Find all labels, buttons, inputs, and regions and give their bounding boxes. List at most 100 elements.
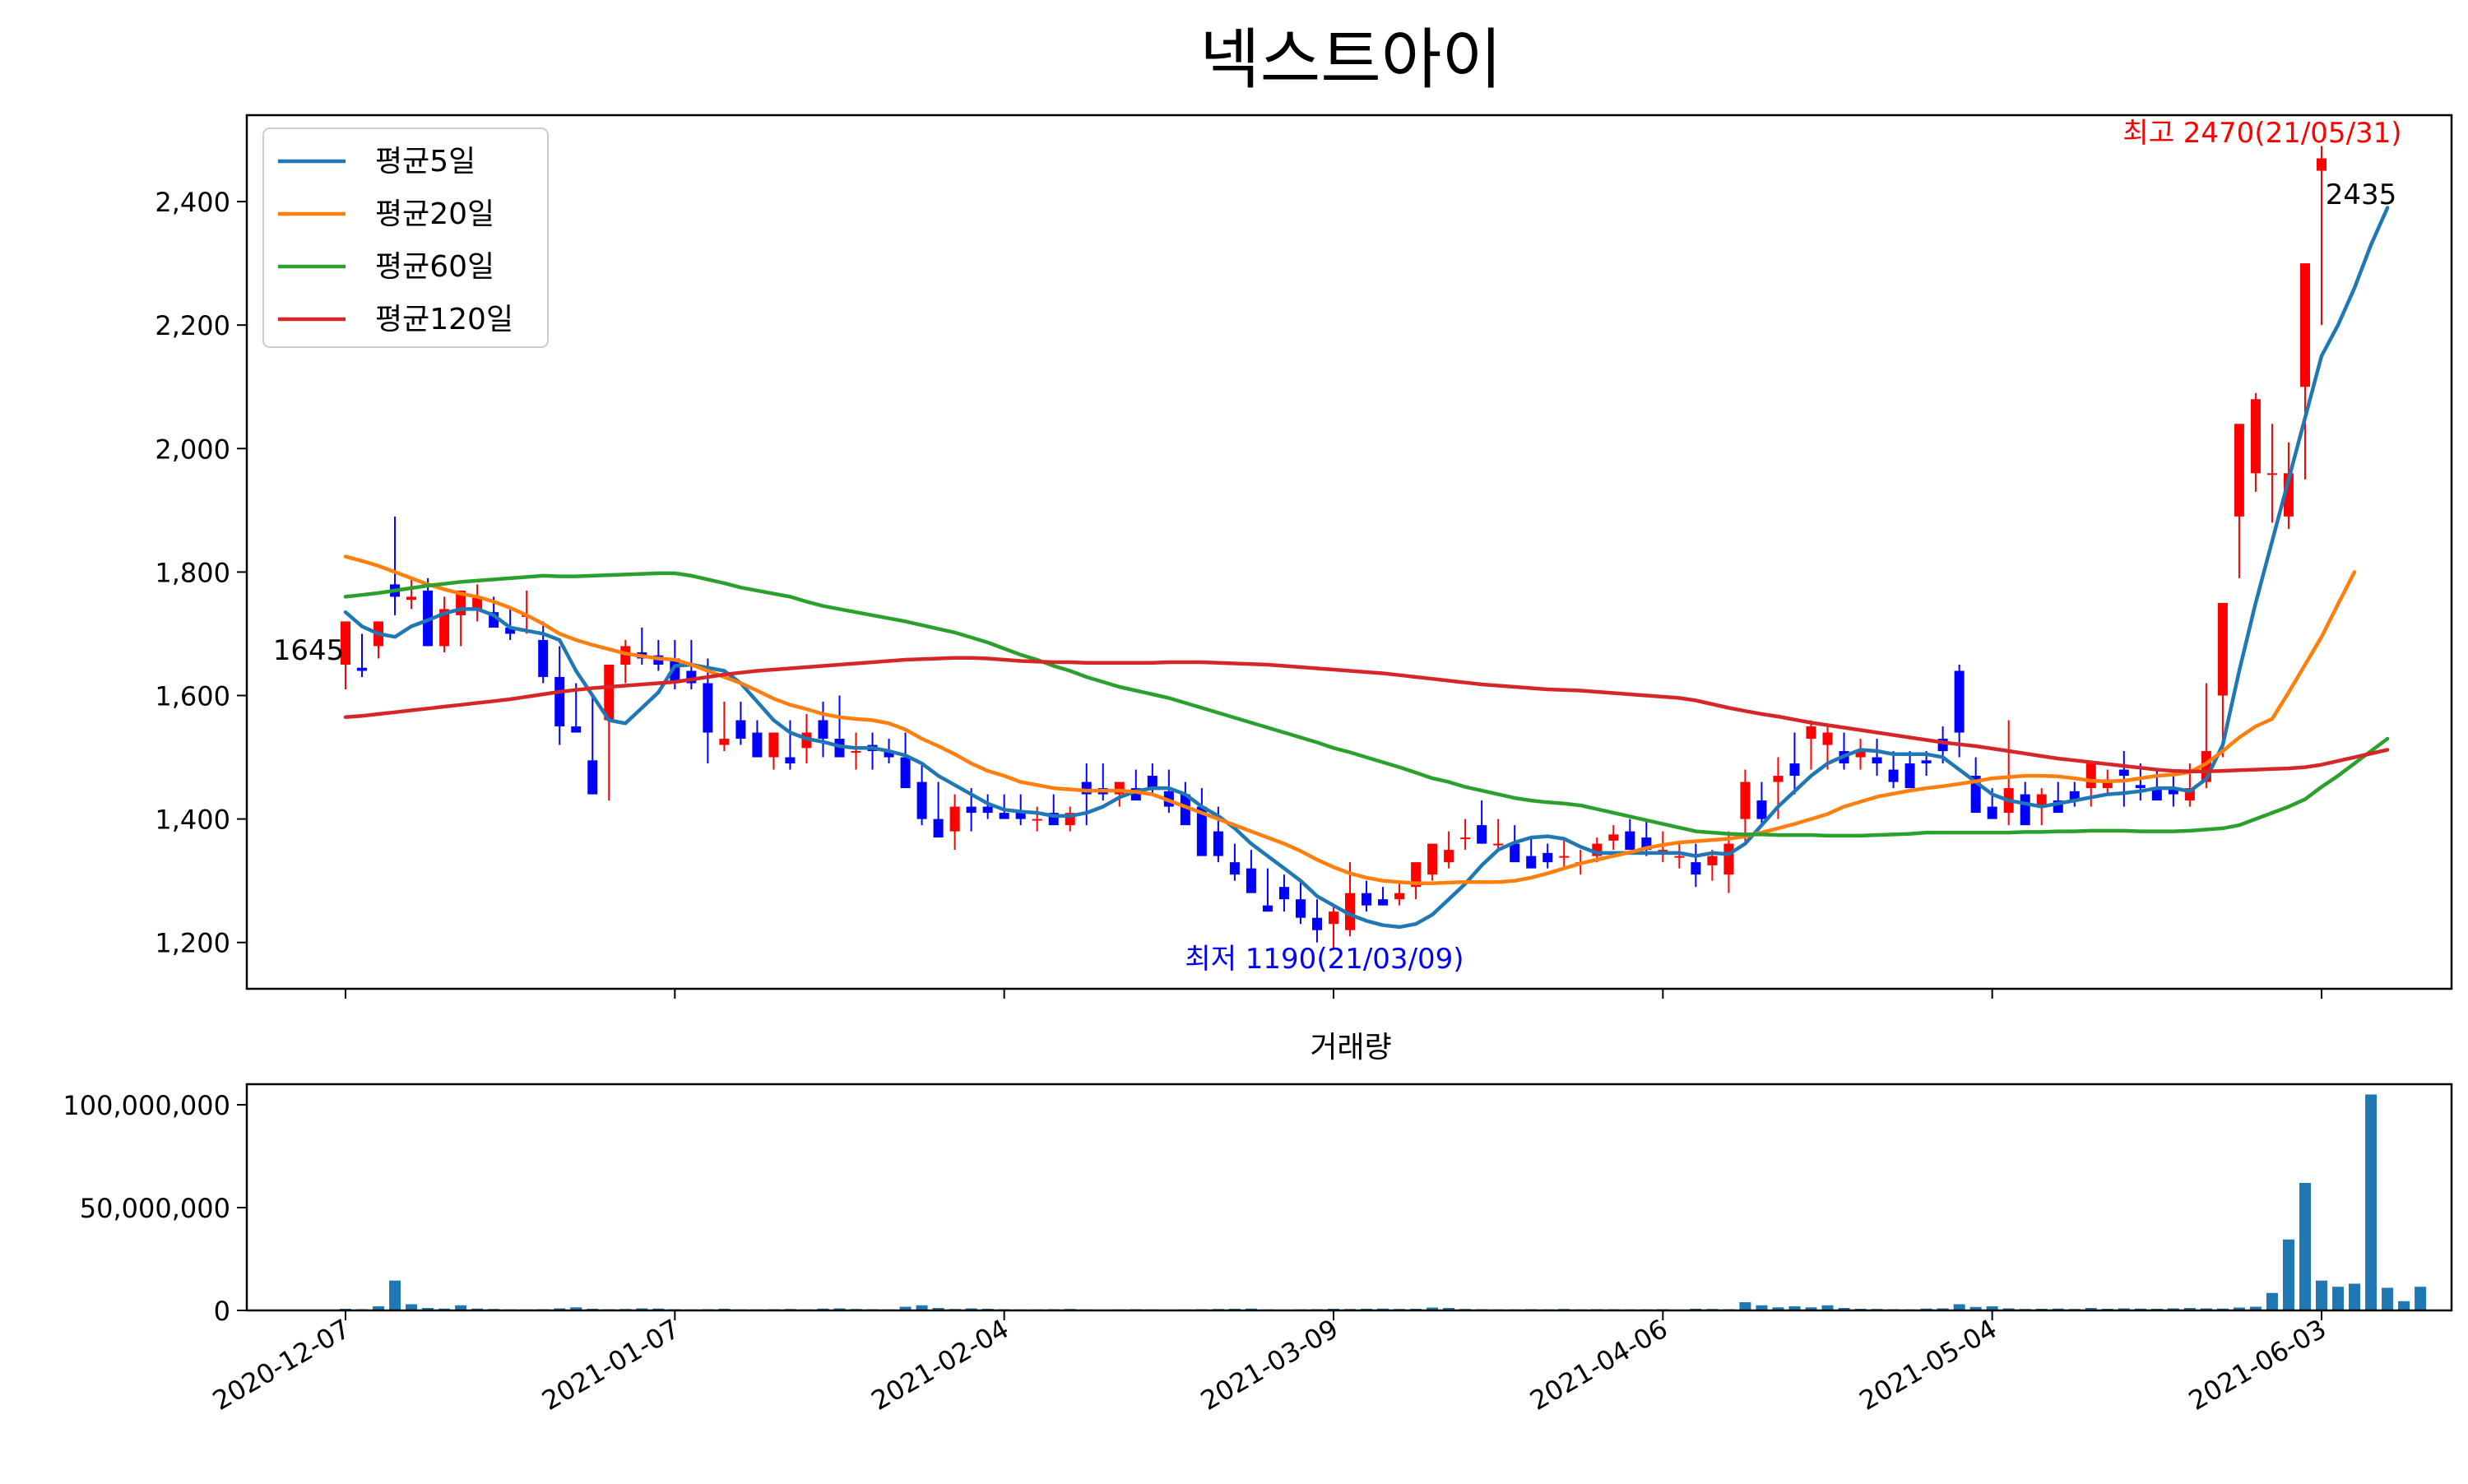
candle-body [2135,785,2146,789]
candle-body [406,596,417,601]
legend-label: 평균20일 [375,197,494,231]
x-tick-label: 2021-05-04 [1854,1313,2002,1417]
candle-body [2317,158,2327,171]
candle-body [1707,856,1718,865]
x-tick-label: 2021-04-06 [1524,1313,1672,1417]
volume-bar [1821,1305,1834,1310]
candle-body [999,813,1009,819]
candle-body [1311,917,1322,930]
x-tick-label: 2021-06-03 [2183,1313,2331,1417]
volume-bar [1443,1308,1455,1310]
candle-body [785,757,796,764]
volume-bar [1969,1306,1982,1310]
candle-body [472,596,483,610]
volume-bar [2365,1094,2378,1310]
candle-body [2036,794,2047,807]
candle-body [1625,831,1635,851]
volume-bar [2382,1287,2394,1310]
candle-body [982,806,993,814]
price-plot-frame [245,114,2453,990]
price-y-tick-label: 1,600 [155,680,230,712]
candle-body [554,676,565,727]
volume-bar [2282,1239,2294,1310]
candle-body [1510,843,1520,863]
x-tick-label: 2020-12-07 [207,1313,355,1417]
candle-body [1987,806,1997,819]
first-close-annotation: 1645 [273,634,345,667]
volume-bar [389,1280,401,1310]
candle-body [1674,856,1685,858]
candle-body [752,732,763,758]
candle-body [1378,899,1389,906]
volume-bar [1739,1302,1751,1310]
volume-y-axis: 0 50,000,000 100,000,000 [63,1090,247,1327]
volume-bar [2415,1287,2427,1310]
volume-bar [1756,1305,1768,1310]
candle-body [1872,757,1882,764]
volume-bar [570,1307,582,1310]
candle-body [1147,776,1157,789]
candle-body [1329,911,1338,925]
x-tick-label: 2021-01-07 [536,1313,684,1417]
candle-body [1032,819,1042,821]
candle-body [1345,893,1356,930]
volume-bar [2266,1292,2278,1310]
volume-bar [2233,1307,2245,1310]
candle-body [1196,806,1207,856]
candle-body [1773,776,1784,782]
candle-body [818,720,828,740]
candle-body [1723,843,1734,875]
volume-bar [1427,1307,1439,1310]
candle-body [587,760,598,795]
price-y-tick-label: 1,200 [155,928,230,959]
volume-y-tick-label: 0 [214,1296,230,1327]
candle-body [1394,893,1405,900]
candle-body [1180,794,1190,826]
volume-x-axis: 2020-12-07 2021-01-07 2021-02-04 2021-03-09… [207,1310,2331,1417]
candle-body [1493,843,1504,846]
volume-y-tick-label: 100,000,000 [63,1090,230,1121]
price-y-tick-label: 2,000 [155,434,230,465]
candle-body [2151,788,2162,801]
candle-body [703,683,713,733]
volume-bar [2398,1301,2410,1310]
candle-body [1411,862,1422,888]
volume-bar [932,1308,944,1310]
price-x-ticks [345,989,2322,999]
candle-body [2102,781,2113,789]
volume-bar [1986,1306,1998,1310]
candle-body [735,720,746,740]
candle-body [1278,887,1289,900]
candle-body [834,739,845,758]
candle-body [2250,399,2261,474]
volume-bar [916,1305,928,1310]
candle-body [1822,732,1833,745]
candle-body [505,627,516,634]
candle-body [2085,763,2096,789]
candle-body [1460,837,1471,840]
volume-bar [1788,1306,1801,1310]
candle-body [1904,763,1915,789]
series-line [343,656,2390,774]
candle-body [2118,769,2129,777]
volume-bar [2332,1287,2345,1310]
volume-bar [422,1308,434,1310]
x-tick-label: 2021-03-09 [1195,1313,1343,1417]
legend-box [262,128,549,348]
price-y-tick-label: 1,800 [155,557,230,588]
volume-bar [2299,1183,2311,1310]
candle-body [1888,769,1899,782]
candle-body [1855,751,1866,758]
price-y-tick-label: 2,400 [155,187,230,218]
candle-body [1427,843,1438,875]
candle-body [884,751,894,758]
candle-body [2234,424,2244,517]
volume-bar [2085,1308,2097,1310]
candle-body [1295,899,1306,918]
price-y-tick-label: 2,200 [155,310,230,341]
candle-body [1756,800,1767,819]
candle-body [2299,263,2310,387]
